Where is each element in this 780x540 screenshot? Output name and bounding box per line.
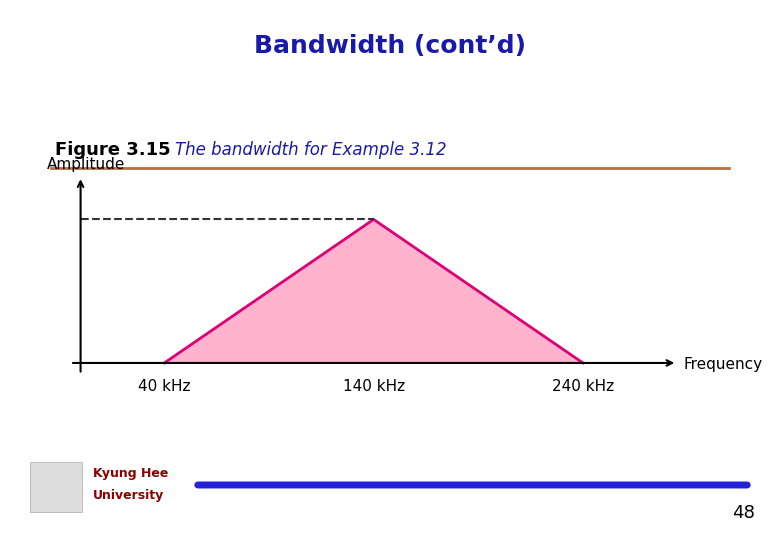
Text: 48: 48 bbox=[732, 504, 755, 522]
Text: Figure 3.15: Figure 3.15 bbox=[55, 141, 171, 159]
Text: 240 kHz: 240 kHz bbox=[552, 379, 614, 394]
Text: Frequency: Frequency bbox=[683, 357, 763, 372]
Text: 140 kHz: 140 kHz bbox=[342, 379, 405, 394]
Text: The bandwidth for Example 3.12: The bandwidth for Example 3.12 bbox=[175, 141, 447, 159]
Text: Amplitude: Amplitude bbox=[47, 157, 126, 172]
Text: Bandwidth (cont’d): Bandwidth (cont’d) bbox=[254, 33, 526, 58]
Text: Kyung Hee: Kyung Hee bbox=[93, 467, 168, 480]
Polygon shape bbox=[165, 219, 583, 363]
Text: University: University bbox=[93, 489, 165, 502]
Text: 40 kHz: 40 kHz bbox=[138, 379, 190, 394]
FancyBboxPatch shape bbox=[30, 462, 82, 512]
